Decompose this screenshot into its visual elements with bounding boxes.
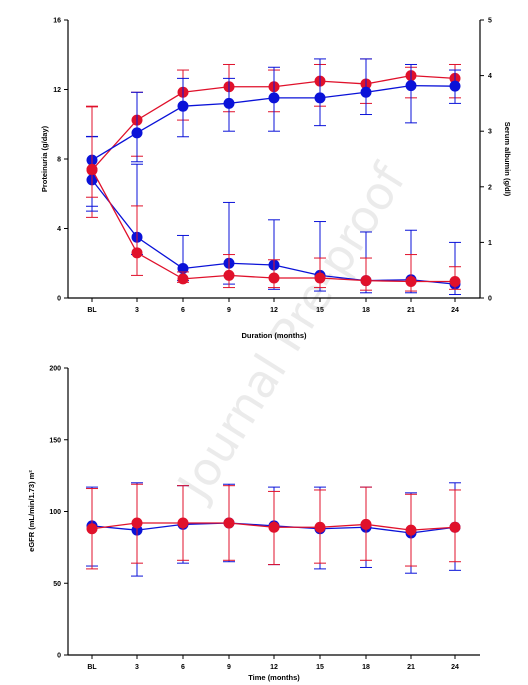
y-tick-label: 16 — [53, 18, 61, 25]
x-tick-label: 6 — [181, 664, 185, 671]
x-tick-label: 12 — [270, 307, 278, 314]
data-point — [449, 80, 461, 92]
y-tick-label: 50 — [53, 581, 61, 588]
data-point — [177, 262, 189, 274]
y-tick-label: 100 — [49, 509, 61, 516]
bottom-y-axis-label: eGFR (mL/min/1.73) m² — [27, 470, 36, 552]
x-tick-label: 9 — [227, 307, 231, 314]
series-layer — [86, 482, 461, 577]
bottom-x-axis-label: Time (months) — [248, 673, 300, 682]
y2-tick-label: 3 — [488, 129, 492, 136]
data-point — [86, 163, 98, 175]
top-y-axis-label: Proteinuria (g/day) — [40, 125, 49, 192]
y2-tick-label: 0 — [488, 296, 492, 303]
x-tick-label: 18 — [362, 307, 370, 314]
data-point — [268, 92, 280, 104]
data-point — [314, 521, 326, 533]
top-marks — [86, 58, 461, 296]
data-point — [314, 272, 326, 284]
series-blue-y2 — [86, 58, 461, 207]
y-tick-label: 0 — [57, 296, 61, 303]
y-tick-label: 8 — [57, 157, 61, 164]
y-tick-label: 200 — [49, 366, 61, 373]
bottom-chart: BL 3 6 9 12 15 18 21 24 0 50 100 150 200 Time (months… — [27, 366, 480, 682]
data-point — [314, 92, 326, 104]
data-point — [405, 524, 417, 536]
bottom-ticks: BL 3 6 9 12 15 18 21 24 0 50 100 150 200 — [49, 366, 459, 672]
x-tick-label: 9 — [227, 664, 231, 671]
data-point — [131, 127, 143, 139]
data-point — [405, 80, 417, 92]
x-tick-label: 15 — [316, 664, 324, 671]
data-point — [131, 517, 143, 529]
data-point — [177, 100, 189, 112]
series-layer — [86, 58, 461, 296]
x-tick-label: 6 — [181, 307, 185, 314]
x-tick-label: BL — [87, 307, 97, 314]
x-tick-label: 24 — [451, 664, 459, 671]
x-tick-label: BL — [87, 664, 97, 671]
data-point — [86, 523, 98, 535]
y-tick-label: 12 — [53, 87, 61, 94]
data-point — [223, 269, 235, 281]
x-tick-label: 18 — [362, 664, 370, 671]
x-tick-label: 24 — [451, 307, 459, 314]
data-point — [177, 273, 189, 285]
data-point — [223, 97, 235, 109]
x-tick-label: 15 — [316, 307, 324, 314]
x-tick-label: 12 — [270, 664, 278, 671]
series-red-y — [86, 483, 461, 570]
x-tick-label: 21 — [407, 664, 415, 671]
x-tick-label: 21 — [407, 307, 415, 314]
data-point — [360, 86, 372, 98]
data-point — [177, 517, 189, 529]
series-red-y — [86, 106, 461, 292]
data-point — [449, 521, 461, 533]
top-x-axis-label: Duration (months) — [242, 331, 307, 340]
y2-tick-label: 2 — [488, 184, 492, 191]
data-point — [268, 521, 280, 533]
data-point — [449, 275, 461, 287]
y-tick-label: 150 — [49, 437, 61, 444]
y2-tick-label: 5 — [488, 18, 492, 25]
top-y2-axis-label: Serum albumin (g/dl) — [503, 122, 512, 197]
data-point — [405, 275, 417, 287]
y2-tick-label: 4 — [488, 73, 492, 80]
x-tick-label: 3 — [135, 307, 139, 314]
y2-tick-label: 1 — [488, 240, 492, 247]
y-tick-label: 4 — [57, 226, 61, 233]
data-point — [360, 518, 372, 530]
x-tick-label: 3 — [135, 664, 139, 671]
y-tick-label: 0 — [57, 653, 61, 660]
bottom-marks — [86, 482, 461, 577]
data-point — [223, 517, 235, 529]
data-point — [131, 247, 143, 259]
data-point — [360, 275, 372, 287]
data-point — [268, 272, 280, 284]
